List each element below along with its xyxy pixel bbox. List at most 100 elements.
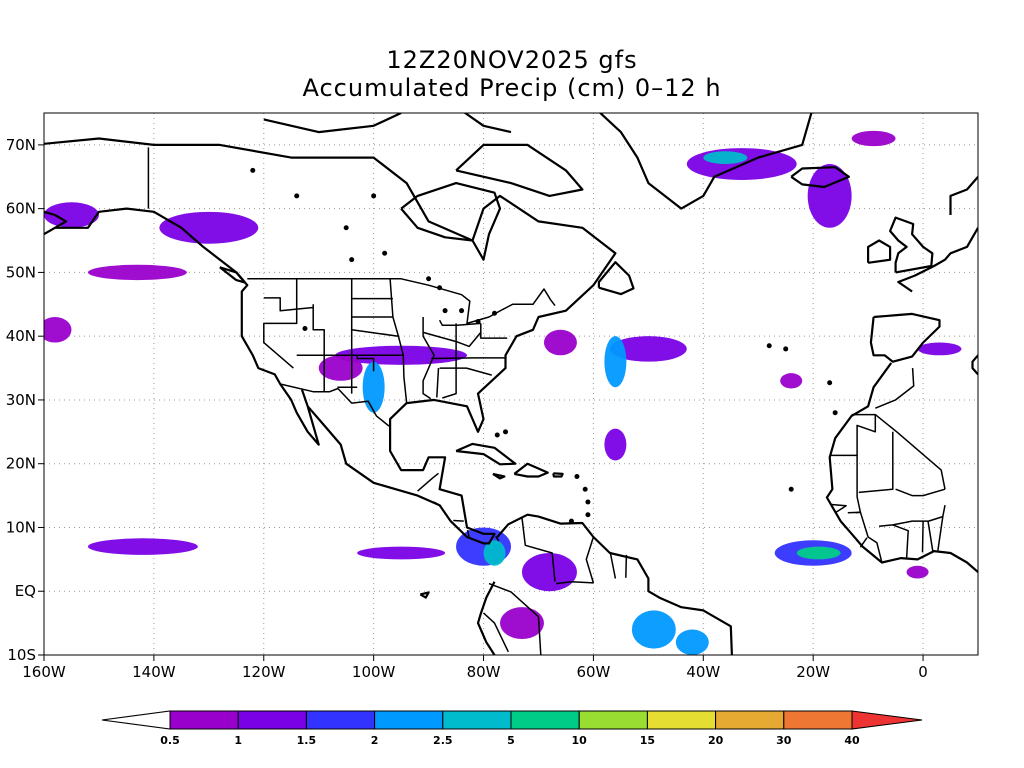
precip-area xyxy=(521,552,577,592)
colorbar-segment xyxy=(374,710,444,730)
colorbar-segment xyxy=(510,710,580,730)
colorbar-segment xyxy=(646,710,717,730)
political-border xyxy=(453,519,464,522)
colorbar-label: 1 xyxy=(234,734,242,747)
precip-area xyxy=(631,610,676,649)
coastline xyxy=(44,137,617,545)
small-island xyxy=(382,250,388,256)
lon-tick-label: 80W xyxy=(467,663,501,681)
small-island xyxy=(437,285,443,291)
map-frame xyxy=(43,112,979,656)
small-island xyxy=(503,429,509,435)
coastline xyxy=(949,176,978,215)
lat-tick-label: 40N xyxy=(6,327,36,345)
coastlines xyxy=(44,113,978,655)
lon-tick-label: 40W xyxy=(686,663,720,681)
coastline xyxy=(496,513,733,655)
coastline xyxy=(419,591,430,599)
coastline xyxy=(867,239,892,264)
lat-tick-label: 60N xyxy=(6,200,36,218)
lat-tick-label: 50N xyxy=(6,263,36,281)
political-border xyxy=(521,517,556,582)
colorbar-label: 2 xyxy=(371,734,379,747)
colorbar-segment xyxy=(237,710,307,730)
political-border xyxy=(609,552,617,579)
precip-area xyxy=(703,151,748,165)
small-island xyxy=(494,432,500,438)
coastline xyxy=(400,182,502,261)
precip-area xyxy=(483,540,506,566)
precip-area xyxy=(780,373,803,389)
political-border xyxy=(859,537,868,548)
small-island xyxy=(585,512,591,518)
political-border xyxy=(422,331,482,348)
map-title-line2: Accumulated Precip (cm) 0–12 h xyxy=(302,74,722,102)
lat-tick-label: 10N xyxy=(6,518,36,536)
colorbar-segment xyxy=(305,710,376,730)
coastline xyxy=(869,312,941,363)
precip-area xyxy=(357,546,446,560)
political-border xyxy=(831,503,847,514)
colorbar-segment xyxy=(578,710,648,730)
small-island xyxy=(585,499,591,505)
coastline xyxy=(219,266,247,284)
precip-area xyxy=(44,202,99,228)
political-border xyxy=(263,297,314,312)
small-island xyxy=(574,473,580,479)
political-border xyxy=(488,582,540,618)
political-border xyxy=(436,368,440,398)
precip-layer xyxy=(44,130,962,655)
lon-tick-label: 120W xyxy=(242,663,286,681)
colorbar-segment xyxy=(169,710,239,730)
lat-tick-label: 70N xyxy=(6,136,36,154)
coastline xyxy=(598,113,813,210)
precip-area xyxy=(604,336,627,388)
coastline xyxy=(897,227,978,293)
coastline xyxy=(455,143,584,197)
political-border xyxy=(389,278,408,403)
coastline xyxy=(476,581,496,655)
small-island xyxy=(783,346,789,352)
colorbar-segment xyxy=(783,710,853,730)
political-border xyxy=(324,354,375,372)
coastline xyxy=(463,113,512,134)
political-border xyxy=(280,383,390,427)
political-border xyxy=(438,319,481,327)
colorbar-segment xyxy=(442,710,512,730)
coastline xyxy=(790,166,850,189)
small-island xyxy=(827,380,833,386)
precip-area xyxy=(87,538,198,555)
lat-tick-label: EQ xyxy=(15,582,36,600)
precip-area xyxy=(604,428,627,461)
precip-area xyxy=(159,211,259,244)
political-border xyxy=(466,529,470,539)
colorbar-label: 20 xyxy=(708,734,724,747)
precip-area xyxy=(500,607,544,640)
colorbar-label: 5 xyxy=(507,734,515,747)
map-title-line1: 12Z20NOV2025 gfs xyxy=(386,46,638,74)
coastline xyxy=(492,472,506,480)
political-border xyxy=(439,367,492,376)
small-island xyxy=(426,276,432,282)
lat-tick-label: 10S xyxy=(7,646,36,664)
political-border xyxy=(433,501,442,508)
political-border xyxy=(921,521,924,553)
political-border xyxy=(927,520,934,552)
small-island xyxy=(475,319,481,325)
political-border xyxy=(422,317,435,400)
political-border xyxy=(431,357,507,360)
small-island xyxy=(349,257,355,263)
precip-area xyxy=(543,329,577,356)
political-border xyxy=(829,413,877,457)
small-island xyxy=(294,193,300,199)
precip-area xyxy=(796,546,841,560)
political-border xyxy=(875,368,915,409)
precip-area xyxy=(318,355,363,381)
colorbar-low-triangle xyxy=(101,710,171,730)
colorbar-label: 30 xyxy=(776,734,792,747)
precip-area xyxy=(906,565,929,579)
lat-tick-label: 30N xyxy=(6,391,36,409)
axis-ticks: 160W 140W 120W 100W 80W 60W 40W 20W 0 70N 60N 50N 40… xyxy=(6,136,928,681)
small-island xyxy=(371,193,377,199)
